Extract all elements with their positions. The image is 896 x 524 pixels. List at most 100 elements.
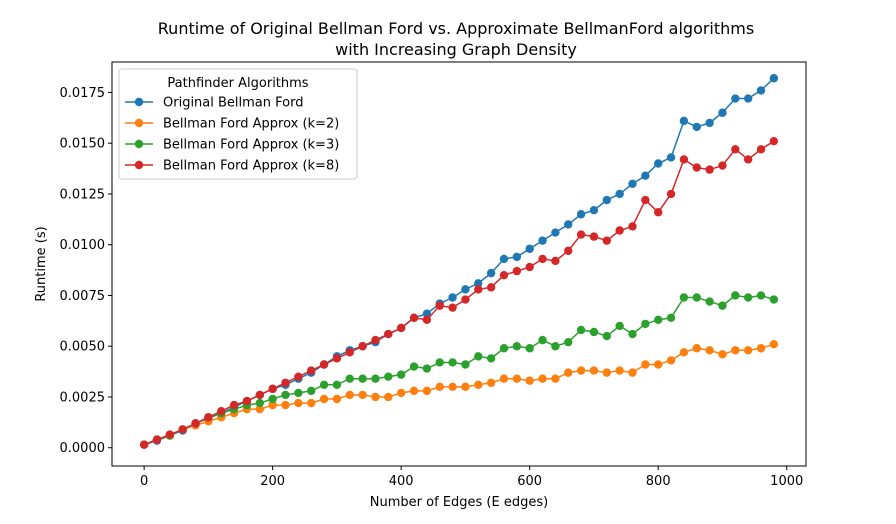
data-point bbox=[461, 285, 470, 294]
data-point bbox=[294, 388, 303, 398]
data-point bbox=[743, 346, 753, 355]
data-point bbox=[384, 372, 393, 381]
data-point bbox=[692, 344, 701, 353]
data-point bbox=[139, 440, 149, 449]
data-point bbox=[654, 208, 663, 217]
data-point bbox=[499, 344, 509, 353]
data-point bbox=[718, 350, 727, 359]
data-point bbox=[345, 374, 354, 383]
data-point bbox=[615, 189, 624, 199]
legend-label: Bellman Ford Approx (k=2) bbox=[163, 117, 339, 132]
data-point bbox=[474, 279, 483, 288]
data-point bbox=[525, 376, 534, 385]
legend: Pathfinder Algorithms Original Bellman F… bbox=[118, 68, 358, 180]
data-point bbox=[654, 315, 663, 325]
y-tick-label: 0.0025 bbox=[60, 390, 106, 405]
y-tick-label: 0.0150 bbox=[60, 137, 106, 152]
data-point bbox=[294, 398, 303, 408]
data-point bbox=[461, 295, 470, 304]
data-point bbox=[499, 374, 509, 383]
data-point bbox=[371, 374, 380, 383]
legend-marker bbox=[134, 118, 144, 128]
data-point bbox=[345, 390, 354, 400]
data-point bbox=[679, 348, 689, 357]
data-point bbox=[769, 74, 779, 83]
data-point bbox=[564, 337, 573, 347]
data-point bbox=[512, 342, 522, 351]
data-point bbox=[705, 118, 714, 128]
data-point bbox=[589, 232, 599, 241]
data-point bbox=[769, 295, 779, 304]
x-tick-label: 600 bbox=[517, 474, 542, 489]
legend-label: Original Bellman Ford bbox=[163, 96, 303, 111]
data-point bbox=[461, 382, 470, 392]
data-point bbox=[319, 394, 329, 404]
data-point bbox=[769, 136, 779, 146]
data-point bbox=[255, 390, 264, 400]
data-point bbox=[409, 386, 419, 396]
data-point bbox=[191, 419, 200, 428]
legend-marker bbox=[134, 160, 144, 170]
data-point bbox=[654, 159, 663, 168]
data-point bbox=[268, 394, 277, 404]
data-point bbox=[319, 360, 329, 369]
data-point bbox=[435, 301, 444, 310]
data-point bbox=[692, 293, 701, 302]
data-point bbox=[756, 86, 766, 95]
y-axis-label: Runtime (s) bbox=[34, 226, 49, 301]
plot-area-frame bbox=[111, 61, 807, 467]
legend-label: Bellman Ford Approx (k=8) bbox=[163, 159, 339, 174]
data-point bbox=[666, 313, 676, 322]
data-point bbox=[731, 291, 740, 300]
data-point bbox=[679, 116, 689, 126]
data-point bbox=[358, 342, 367, 351]
data-point bbox=[718, 301, 727, 310]
data-point bbox=[564, 220, 573, 229]
data-point bbox=[564, 368, 573, 377]
data-point bbox=[229, 400, 239, 410]
data-point bbox=[718, 108, 727, 117]
data-point bbox=[602, 195, 611, 205]
data-point bbox=[564, 246, 573, 256]
y-tick-label: 0.0075 bbox=[60, 289, 106, 304]
data-point bbox=[396, 388, 406, 398]
data-point bbox=[615, 226, 624, 235]
data-point bbox=[435, 382, 444, 392]
data-point bbox=[654, 360, 663, 369]
data-point bbox=[384, 392, 393, 402]
legend-title: Pathfinder Algorithms bbox=[167, 76, 308, 91]
data-point bbox=[435, 358, 444, 367]
data-point bbox=[628, 329, 637, 339]
data-point bbox=[641, 171, 650, 180]
series-bellman-ford-approx-k-3 bbox=[139, 291, 779, 449]
data-point bbox=[551, 256, 560, 266]
series-line bbox=[143, 294, 775, 446]
data-point bbox=[705, 346, 714, 355]
data-point bbox=[692, 122, 701, 132]
x-tick-label: 400 bbox=[389, 474, 414, 489]
data-point bbox=[409, 362, 419, 371]
data-point bbox=[705, 297, 714, 306]
data-point bbox=[525, 262, 534, 272]
data-point bbox=[576, 366, 586, 375]
data-point bbox=[345, 348, 354, 357]
data-point bbox=[743, 293, 753, 302]
data-point bbox=[422, 386, 432, 396]
data-point bbox=[268, 400, 277, 410]
data-point bbox=[204, 413, 213, 422]
data-point bbox=[422, 364, 432, 373]
data-point bbox=[525, 244, 534, 253]
data-point bbox=[255, 398, 264, 408]
data-point bbox=[448, 293, 457, 302]
data-point bbox=[486, 283, 496, 292]
data-point bbox=[602, 236, 611, 245]
data-point bbox=[448, 382, 457, 392]
legend-entry-bellman-ford-approx-k-2: Bellman Ford Approx (k=2) bbox=[125, 117, 339, 132]
data-point bbox=[268, 384, 277, 394]
data-point bbox=[551, 342, 560, 351]
data-point bbox=[307, 366, 316, 375]
data-point bbox=[576, 210, 586, 219]
data-point bbox=[486, 378, 496, 387]
data-point bbox=[756, 344, 766, 353]
data-point bbox=[499, 270, 509, 280]
